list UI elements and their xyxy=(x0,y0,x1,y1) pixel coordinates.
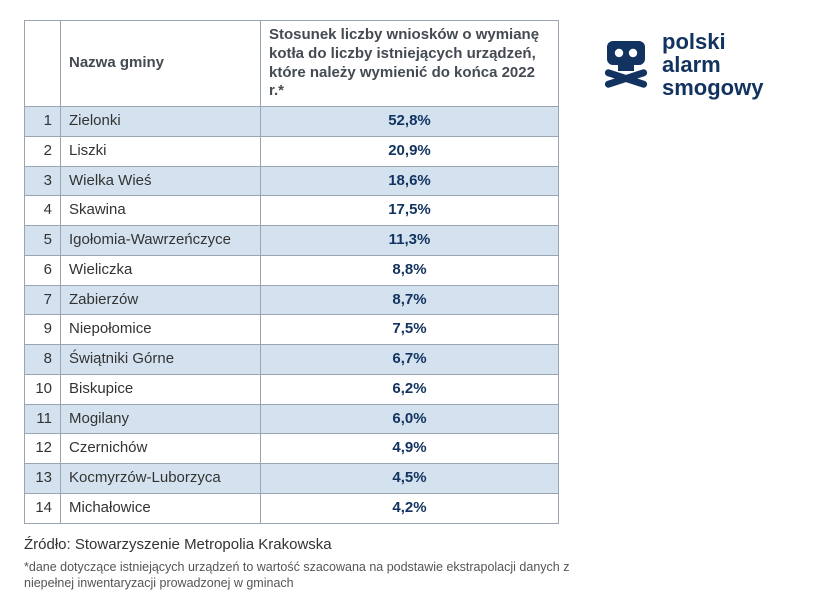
cell-name: Wielka Wieś xyxy=(61,166,261,196)
table-row: 12Czernichów4,9% xyxy=(25,434,559,464)
table-row: 8Świątniki Górne6,7% xyxy=(25,345,559,375)
cell-name: Igołomia-Wawrzeńczyce xyxy=(61,226,261,256)
table-row: 1Zielonki52,8% xyxy=(25,107,559,137)
table-row: 14Michałowice4,2% xyxy=(25,493,559,523)
page-layout: Nazwa gminy Stosunek liczby wniosków o w… xyxy=(24,20,806,592)
cell-value: 7,5% xyxy=(261,315,559,345)
cell-index: 4 xyxy=(25,196,61,226)
cell-name: Liszki xyxy=(61,136,261,166)
brand-line-2: alarm xyxy=(662,53,763,76)
cell-value: 17,5% xyxy=(261,196,559,226)
cell-value: 52,8% xyxy=(261,107,559,137)
cell-index: 3 xyxy=(25,166,61,196)
brand-line-3: smogowy xyxy=(662,76,763,99)
cell-index: 1 xyxy=(25,107,61,137)
cell-value: 8,7% xyxy=(261,285,559,315)
table-row: 5Igołomia-Wawrzeńczyce11,3% xyxy=(25,226,559,256)
cell-value: 4,5% xyxy=(261,464,559,494)
cell-index: 10 xyxy=(25,374,61,404)
cell-name: Kocmyrzów-Luborzyca xyxy=(61,464,261,494)
cell-value: 6,2% xyxy=(261,374,559,404)
cell-value: 20,9% xyxy=(261,136,559,166)
cell-index: 9 xyxy=(25,315,61,345)
brand-wordmark: polski alarm smogowy xyxy=(662,30,763,99)
cell-value: 8,8% xyxy=(261,255,559,285)
skull-crossbones-icon xyxy=(600,37,652,93)
col-header-value: Stosunek liczby wniosków o wymianę kotła… xyxy=(261,21,559,107)
table-row: 3Wielka Wieś18,6% xyxy=(25,166,559,196)
table-row: 9Niepołomice7,5% xyxy=(25,315,559,345)
cell-value: 11,3% xyxy=(261,226,559,256)
cell-name: Zabierzów xyxy=(61,285,261,315)
cell-name: Michałowice xyxy=(61,493,261,523)
col-header-name: Nazwa gminy xyxy=(61,21,261,107)
cell-name: Świątniki Górne xyxy=(61,345,261,375)
municipalities-table: Nazwa gminy Stosunek liczby wniosków o w… xyxy=(24,20,559,524)
cell-index: 14 xyxy=(25,493,61,523)
table-header-row: Nazwa gminy Stosunek liczby wniosków o w… xyxy=(25,21,559,107)
table-block: Nazwa gminy Stosunek liczby wniosków o w… xyxy=(24,20,584,592)
cell-name: Mogilany xyxy=(61,404,261,434)
cell-name: Skawina xyxy=(61,196,261,226)
cell-value: 4,2% xyxy=(261,493,559,523)
cell-index: 6 xyxy=(25,255,61,285)
table-row: 6Wieliczka8,8% xyxy=(25,255,559,285)
cell-name: Niepołomice xyxy=(61,315,261,345)
footnote: *dane dotyczące istniejących urządzeń to… xyxy=(24,559,584,593)
table-row: 4Skawina17,5% xyxy=(25,196,559,226)
cell-index: 7 xyxy=(25,285,61,315)
cell-name: Wieliczka xyxy=(61,255,261,285)
cell-index: 12 xyxy=(25,434,61,464)
cell-index: 8 xyxy=(25,345,61,375)
cell-index: 13 xyxy=(25,464,61,494)
table-row: 2Liszki20,9% xyxy=(25,136,559,166)
table-row: 7Zabierzów8,7% xyxy=(25,285,559,315)
cell-value: 6,0% xyxy=(261,404,559,434)
table-body: 1Zielonki52,8%2Liszki20,9%3Wielka Wieś18… xyxy=(25,107,559,524)
cell-value: 4,9% xyxy=(261,434,559,464)
table-row: 10Biskupice6,2% xyxy=(25,374,559,404)
brand-logo: polski alarm smogowy xyxy=(600,30,763,99)
cell-index: 5 xyxy=(25,226,61,256)
table-row: 13Kocmyrzów-Luborzyca4,5% xyxy=(25,464,559,494)
source-label: Źródło: Stowarzyszenie Metropolia Krakow… xyxy=(24,536,584,553)
cell-value: 6,7% xyxy=(261,345,559,375)
cell-name: Zielonki xyxy=(61,107,261,137)
cell-name: Biskupice xyxy=(61,374,261,404)
cell-name: Czernichów xyxy=(61,434,261,464)
brand-line-1: polski xyxy=(662,30,763,53)
cell-value: 18,6% xyxy=(261,166,559,196)
cell-index: 11 xyxy=(25,404,61,434)
table-row: 11Mogilany6,0% xyxy=(25,404,559,434)
col-header-index xyxy=(25,21,61,107)
cell-index: 2 xyxy=(25,136,61,166)
